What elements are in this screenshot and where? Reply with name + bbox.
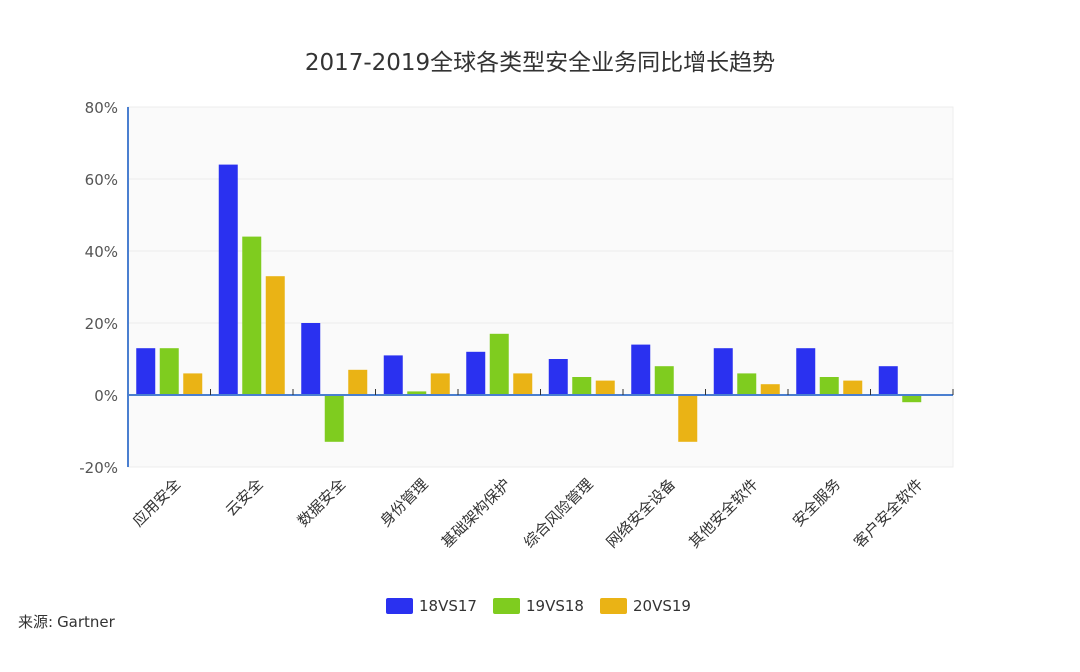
legend-label: 20VS19 — [633, 597, 691, 615]
bar — [183, 373, 203, 395]
bar — [159, 348, 179, 395]
bar — [430, 373, 450, 395]
legend-label: 19VS18 — [526, 597, 584, 615]
source-note: 来源: Gartner — [18, 611, 115, 632]
x-tick-label: 综合风险管理 — [520, 475, 596, 551]
plot-background — [127, 106, 954, 468]
bar — [218, 164, 238, 395]
bar — [796, 348, 816, 395]
legend-swatch — [386, 598, 413, 614]
x-tick-label: 基础架构保护 — [438, 475, 514, 551]
bar — [572, 377, 592, 395]
x-tick-label: 安全服务 — [789, 475, 844, 530]
plot-area — [127, 106, 954, 468]
bar — [548, 359, 568, 395]
source-label: 来源: — [18, 613, 54, 631]
bar — [819, 377, 839, 395]
bar — [301, 323, 321, 395]
bar — [489, 333, 509, 395]
bar — [654, 366, 674, 395]
y-tick-label: 0% — [94, 387, 118, 405]
bar — [843, 380, 863, 395]
y-tick-label: 20% — [85, 315, 118, 333]
bar — [902, 395, 922, 403]
legend-swatch — [493, 598, 520, 614]
bar — [760, 384, 780, 395]
bar — [513, 373, 533, 395]
y-axis-ticks: -20% 0% 20% 40% 60% 80% — [79, 99, 118, 477]
legend: 18VS17 19VS18 20VS19 — [386, 597, 691, 615]
bar — [348, 369, 368, 395]
bar — [713, 348, 733, 395]
y-tick-label: 60% — [85, 171, 118, 189]
bar — [136, 348, 156, 395]
legend-label: 18VS17 — [419, 597, 477, 615]
y-tick-label: 40% — [85, 243, 118, 261]
bar — [265, 276, 285, 395]
bar — [678, 395, 698, 442]
bar — [878, 366, 898, 395]
bar — [407, 391, 427, 395]
bar — [737, 373, 757, 395]
bar — [242, 236, 262, 395]
x-tick-label: 应用安全 — [129, 475, 184, 530]
legend-swatch — [600, 598, 627, 614]
x-tick-label: 云安全 — [222, 475, 267, 520]
chart-title: 2017-2019全球各类型安全业务同比增长趋势 — [305, 50, 775, 76]
bar — [631, 344, 651, 395]
y-tick-label: -20% — [79, 459, 118, 477]
bar — [595, 380, 615, 395]
x-tick-label: 身份管理 — [376, 475, 431, 530]
bar — [466, 351, 486, 395]
source-value: Gartner — [57, 613, 115, 631]
bar — [324, 395, 344, 442]
x-tick-label: 客户安全软件 — [850, 475, 926, 551]
x-tick-label: 其他安全软件 — [685, 475, 761, 551]
bars — [136, 164, 922, 442]
y-tick-label: 80% — [85, 99, 118, 117]
bar — [383, 355, 403, 395]
x-tick-label: 网络安全设备 — [603, 475, 679, 551]
x-tick-label: 数据安全 — [294, 475, 349, 530]
